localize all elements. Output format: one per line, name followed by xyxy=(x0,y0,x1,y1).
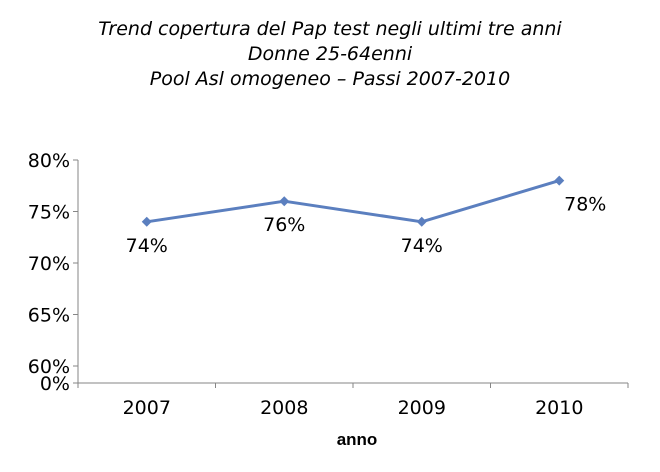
x-tick-label: 2009 xyxy=(398,397,446,419)
data-point-marker xyxy=(141,216,152,227)
chart-title-line-1: Trend copertura del Pap test negli ultim… xyxy=(98,18,562,40)
data-point-marker xyxy=(416,216,427,227)
series-group: 74% 76% 74% 78% xyxy=(126,175,606,257)
y-tick-label: 80% xyxy=(28,150,70,172)
x-axis-title: anno xyxy=(337,430,378,449)
chart-title-line-3: Pool Asl omogeneo – Passi 2007-2010 xyxy=(149,68,511,90)
chart-axes xyxy=(77,160,628,384)
data-label: 74% xyxy=(401,235,443,257)
data-point-marker xyxy=(554,175,565,186)
data-label: 78% xyxy=(564,194,606,216)
x-tick-label: 2008 xyxy=(260,397,308,419)
y-axis-ticks: 0%60% 65% 70% 75% 80% xyxy=(28,150,78,395)
series-line xyxy=(146,179,560,224)
y-tick-label: 65% xyxy=(28,305,70,327)
y-tick-label: 0% xyxy=(40,373,70,395)
x-axis-ticks: 2007 2008 2009 2010 xyxy=(77,383,629,419)
data-label: 76% xyxy=(263,214,305,236)
x-tick-label: 2010 xyxy=(535,397,583,419)
y-tick-label: 60% xyxy=(28,356,70,378)
data-label: 74% xyxy=(126,235,168,257)
data-point-marker xyxy=(279,196,290,207)
chart-title-line-2: Donne 25-64enni xyxy=(247,43,413,65)
chart-title: Trend copertura del Pap test negli ultim… xyxy=(0,17,660,92)
y-tick-label: 75% xyxy=(28,202,70,224)
x-tick-label: 2007 xyxy=(123,397,171,419)
y-tick-label: 70% xyxy=(28,253,70,275)
